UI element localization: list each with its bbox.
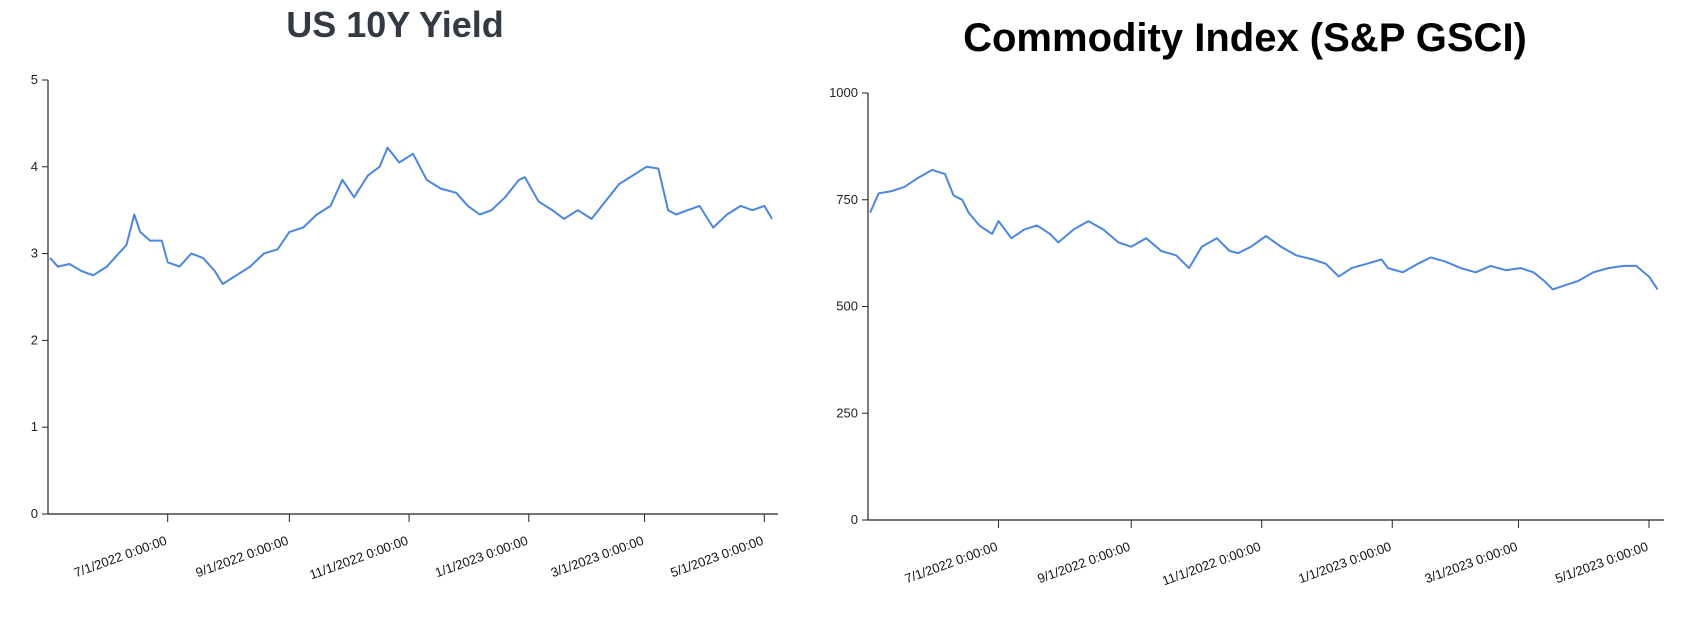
yield-x-tick-label: 5/1/2023 0:00:00 (668, 533, 765, 580)
commodity-x-tick-label: 5/1/2023 0:00:00 (1553, 539, 1650, 586)
commodity-y-tick-label: 1000 (829, 85, 858, 100)
commodity-y-tick-label: 0 (851, 512, 858, 527)
chart-svg-yield: 0 1 2 3 4 5 7/1/2022 0:00:00 9/1/2022 0:00:00 11… (31, 72, 778, 583)
commodity-y-tick-label: 500 (836, 299, 858, 314)
yield-x-tick-label: 7/1/2022 0:00:00 (72, 533, 169, 580)
chart-title-commodity: Commodity Index (S&P GSCI) (963, 16, 1527, 60)
commodity-y-tick-label: 250 (836, 405, 858, 420)
yield-x-tick-label: 1/1/2023 0:00:00 (433, 533, 530, 580)
yield-x-tick-label: 3/1/2023 0:00:00 (549, 533, 646, 580)
chart-panel-commodity: Commodity Index (S&P GSCI) 0 250 500 750 100… (800, 0, 1690, 617)
yield-y-tick-label: 5 (31, 72, 38, 87)
commodity-x-tick-label: 7/1/2022 0:00:00 (903, 539, 1000, 586)
chart-svg-commodity: 0 250 500 750 1000 7/1/2022 0:00:00 9/1/2022 0… (829, 85, 1664, 589)
yield-y-tick-label: 0 (31, 506, 38, 521)
yield-y-tick-label: 3 (31, 246, 38, 261)
yield-series-line (49, 146, 773, 285)
chart-title-yield: US 10Y Yield (286, 4, 504, 45)
commodity-x-tick-label: 3/1/2023 0:00:00 (1423, 539, 1520, 586)
yield-y-tick-label: 4 (31, 159, 38, 174)
commodity-x-tick-label: 11/1/2022 0:00:00 (1160, 539, 1263, 589)
commodity-series-line (869, 168, 1659, 291)
yield-y-tick-label: 1 (31, 419, 38, 434)
commodity-x-tick-label: 9/1/2022 0:00:00 (1035, 539, 1132, 586)
yield-y-tick-label: 2 (31, 332, 38, 347)
commodity-y-tick-label: 750 (836, 192, 858, 207)
chart-panel-yield: US 10Y Yield 0 1 2 3 4 5 7/1/2022 0:00:00 9/1/2… (0, 0, 800, 617)
commodity-x-tick-label: 1/1/2023 0:00:00 (1296, 539, 1393, 586)
yield-x-tick-label: 11/1/2022 0:00:00 (307, 533, 410, 583)
yield-x-tick-label: 9/1/2022 0:00:00 (194, 533, 291, 580)
